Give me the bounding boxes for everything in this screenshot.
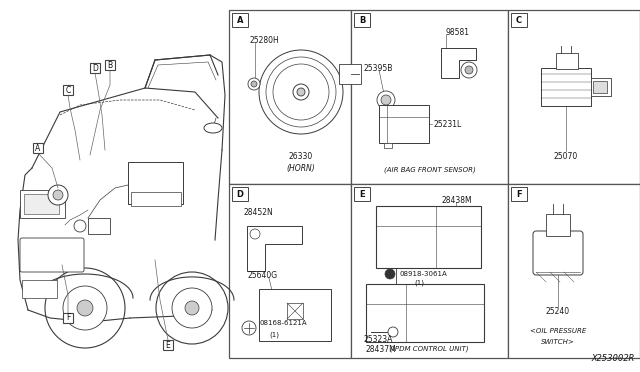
Text: <OIL PRESSURE: <OIL PRESSURE (530, 328, 586, 334)
Text: 25323A: 25323A (363, 336, 392, 344)
Bar (508, 184, 640, 358)
Circle shape (251, 81, 257, 87)
Bar (22, 280, 57, 298)
Text: E: E (166, 340, 170, 350)
Text: B: B (108, 61, 113, 70)
Circle shape (48, 185, 68, 205)
Circle shape (381, 95, 391, 105)
Circle shape (248, 78, 260, 90)
Text: D: D (92, 64, 98, 73)
FancyBboxPatch shape (533, 231, 583, 275)
Text: A: A (35, 144, 40, 153)
Circle shape (172, 288, 212, 328)
Polygon shape (247, 226, 302, 271)
Circle shape (77, 300, 93, 316)
Bar (33, 143, 43, 153)
Circle shape (293, 84, 309, 100)
Bar (229, 184, 351, 358)
Circle shape (461, 62, 477, 78)
Bar (105, 60, 115, 70)
Text: (AIR BAG FRONT SENSOR): (AIR BAG FRONT SENSOR) (383, 167, 476, 173)
Text: 25395B: 25395B (363, 64, 392, 73)
Circle shape (377, 91, 395, 109)
Bar (541, 68, 591, 106)
Circle shape (53, 190, 63, 200)
Bar (259, 289, 331, 341)
Text: 08918-3061A: 08918-3061A (400, 271, 448, 277)
Bar (20, 190, 65, 218)
Text: C: C (516, 16, 522, 25)
Circle shape (297, 88, 305, 96)
Bar (63, 85, 73, 95)
Bar (232, 187, 248, 201)
Text: F: F (516, 189, 522, 199)
Bar (131, 192, 181, 206)
Circle shape (74, 220, 86, 232)
FancyBboxPatch shape (20, 238, 84, 272)
Bar (24, 194, 59, 214)
Polygon shape (441, 48, 476, 78)
Bar (556, 53, 578, 69)
Text: 25231L: 25231L (434, 119, 462, 128)
Circle shape (385, 269, 395, 279)
Text: 25240: 25240 (546, 308, 570, 317)
Bar (128, 162, 183, 204)
Bar (376, 206, 481, 268)
Text: E: E (359, 189, 365, 199)
Bar (593, 81, 607, 93)
Text: X253002R: X253002R (592, 354, 635, 363)
Circle shape (465, 66, 473, 74)
Bar (379, 105, 429, 143)
Text: SWITCH>: SWITCH> (541, 339, 575, 345)
Ellipse shape (204, 123, 222, 133)
Text: (1): (1) (414, 280, 424, 286)
Text: (1): (1) (269, 332, 279, 338)
Bar (229, 10, 351, 184)
Bar (90, 63, 100, 73)
Bar (546, 214, 570, 236)
Circle shape (250, 229, 260, 239)
Bar (508, 10, 640, 184)
Bar (287, 303, 303, 319)
Circle shape (45, 268, 125, 348)
Bar (163, 340, 173, 350)
Bar (63, 313, 73, 323)
Text: 25070: 25070 (554, 151, 578, 160)
Circle shape (242, 321, 256, 335)
Bar (366, 284, 484, 342)
Text: F: F (66, 314, 70, 323)
Bar (354, 187, 370, 201)
Circle shape (185, 301, 199, 315)
Bar (339, 64, 361, 84)
Text: (HORN): (HORN) (287, 164, 316, 173)
Bar (384, 143, 392, 148)
Bar (351, 184, 508, 358)
Text: 28437M: 28437M (365, 344, 396, 353)
Text: 28438M: 28438M (441, 196, 472, 205)
Text: 08168-6121A: 08168-6121A (259, 320, 307, 326)
Bar (511, 187, 527, 201)
Circle shape (63, 286, 107, 330)
Text: D: D (237, 189, 243, 199)
Text: C: C (65, 86, 70, 94)
Bar (591, 78, 611, 96)
Bar (232, 13, 248, 27)
Bar (88, 218, 110, 234)
Text: 28452N: 28452N (243, 208, 273, 217)
Text: 25280H: 25280H (249, 35, 279, 45)
Text: (IPDM CONTROL UNIT): (IPDM CONTROL UNIT) (390, 346, 469, 352)
Bar (351, 10, 508, 184)
Bar (511, 13, 527, 27)
Text: 98581: 98581 (446, 28, 470, 36)
Bar (354, 13, 370, 27)
Text: B: B (359, 16, 365, 25)
Text: A: A (237, 16, 243, 25)
Circle shape (388, 327, 398, 337)
Text: 26330: 26330 (289, 151, 313, 160)
Circle shape (156, 272, 228, 344)
Text: 25640G: 25640G (247, 272, 277, 280)
